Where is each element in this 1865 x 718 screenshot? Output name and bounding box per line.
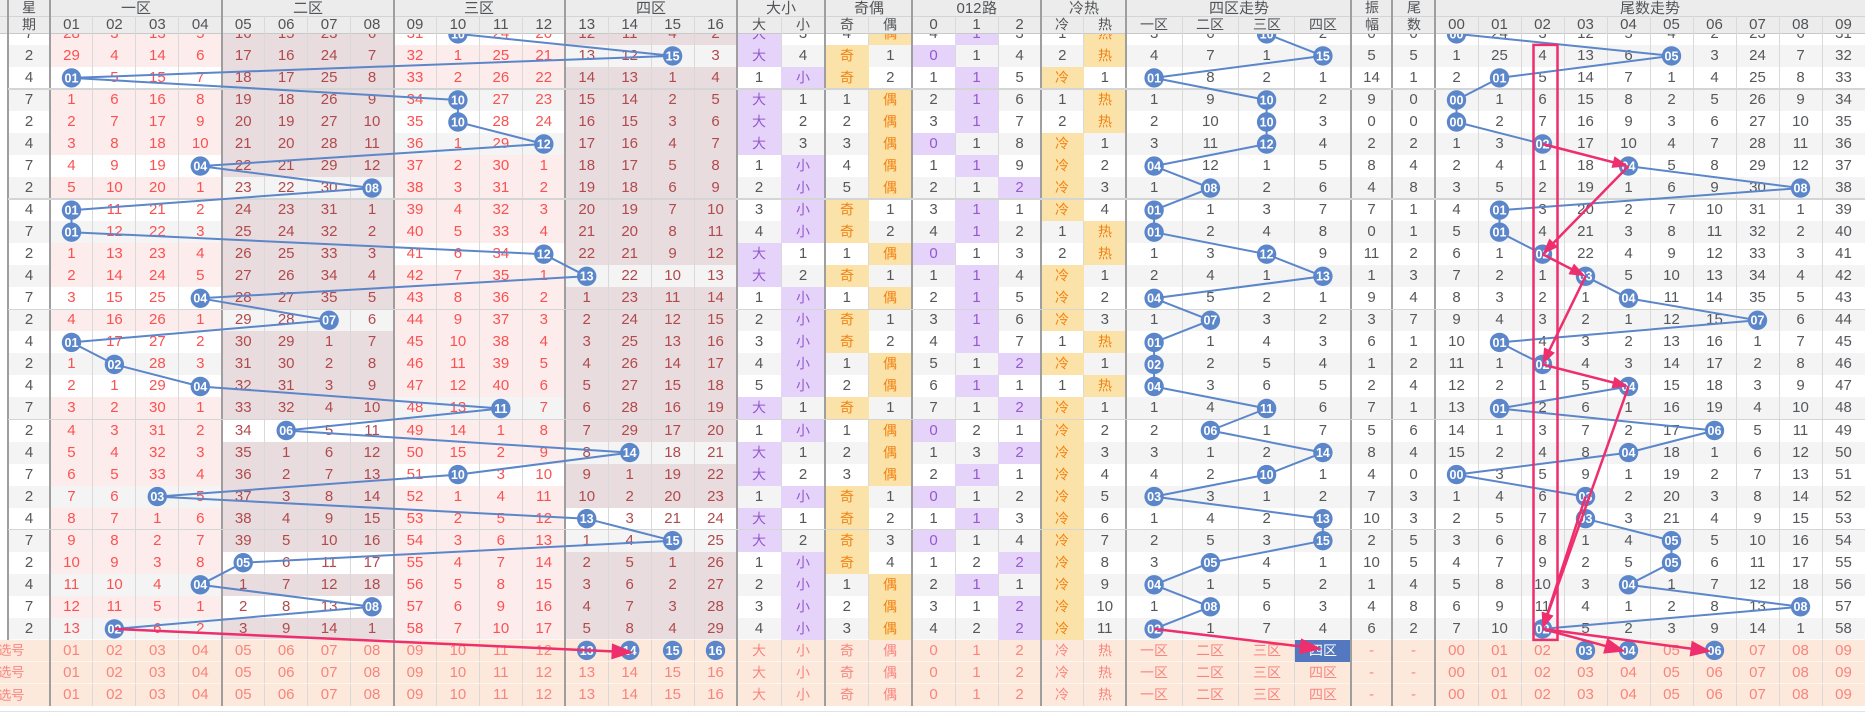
svg-text:04: 04 (1622, 644, 1636, 658)
svg-text:15: 15 (1316, 534, 1330, 548)
svg-text:12: 12 (537, 248, 551, 262)
svg-text:00: 00 (1450, 468, 1464, 482)
svg-text:01: 01 (65, 226, 79, 240)
svg-text:08: 08 (1203, 182, 1217, 196)
svg-text:01: 01 (1493, 204, 1507, 218)
svg-text:05: 05 (236, 556, 250, 570)
svg-text:04: 04 (193, 380, 207, 394)
svg-text:01: 01 (65, 336, 79, 350)
svg-text:04: 04 (1622, 578, 1636, 592)
svg-text:04: 04 (1147, 380, 1161, 394)
svg-text:05: 05 (1665, 556, 1679, 570)
svg-text:14: 14 (623, 446, 637, 460)
svg-text:04: 04 (1147, 292, 1161, 306)
svg-text:12: 12 (1260, 137, 1274, 151)
svg-text:04: 04 (193, 578, 207, 592)
svg-text:08: 08 (365, 182, 379, 196)
svg-text:05: 05 (1665, 534, 1679, 548)
svg-text:01: 01 (1493, 336, 1507, 350)
svg-text:01: 01 (65, 204, 79, 218)
svg-text:03: 03 (1147, 490, 1161, 504)
svg-text:15: 15 (1316, 49, 1330, 63)
svg-text:05: 05 (1203, 556, 1217, 570)
svg-text:01: 01 (1493, 226, 1507, 240)
svg-text:06: 06 (1708, 644, 1722, 658)
svg-text:16: 16 (709, 644, 723, 658)
svg-text:01: 01 (1493, 71, 1507, 85)
svg-text:12: 12 (537, 137, 551, 151)
svg-text:01: 01 (1493, 402, 1507, 416)
svg-text:01: 01 (1147, 204, 1161, 218)
svg-text:04: 04 (1147, 160, 1161, 174)
svg-text:13: 13 (1316, 270, 1330, 284)
svg-text:08: 08 (1203, 600, 1217, 614)
svg-text:06: 06 (1708, 424, 1722, 438)
svg-text:10: 10 (451, 93, 465, 107)
svg-text:00: 00 (1450, 115, 1464, 129)
svg-text:00: 00 (1450, 93, 1464, 107)
svg-text:11: 11 (494, 402, 507, 416)
svg-text:10: 10 (1260, 93, 1274, 107)
svg-text:15: 15 (666, 49, 680, 63)
svg-text:13: 13 (1316, 512, 1330, 526)
svg-text:07: 07 (1751, 314, 1765, 328)
svg-text:04: 04 (1622, 292, 1636, 306)
svg-text:12: 12 (1260, 248, 1274, 262)
svg-text:11: 11 (1260, 402, 1273, 416)
svg-text:07: 07 (322, 314, 336, 328)
svg-text:13: 13 (580, 270, 594, 284)
svg-text:13: 13 (580, 512, 594, 526)
svg-text:02: 02 (1147, 358, 1161, 372)
svg-text:05: 05 (1665, 49, 1679, 63)
svg-text:03: 03 (1579, 644, 1593, 658)
svg-text:03: 03 (150, 490, 164, 504)
svg-text:04: 04 (1622, 446, 1636, 460)
svg-text:08: 08 (1794, 182, 1808, 196)
svg-text:01: 01 (1147, 226, 1161, 240)
svg-text:15: 15 (666, 534, 680, 548)
svg-text:06: 06 (1203, 424, 1217, 438)
svg-text:01: 01 (1147, 336, 1161, 350)
svg-text:07: 07 (1203, 314, 1217, 328)
svg-text:10: 10 (1260, 468, 1274, 482)
svg-text:08: 08 (1794, 600, 1808, 614)
svg-text:14: 14 (1316, 446, 1330, 460)
svg-text:10: 10 (451, 468, 465, 482)
svg-text:04: 04 (1147, 578, 1161, 592)
svg-text:01: 01 (1147, 71, 1161, 85)
svg-text:04: 04 (193, 292, 207, 306)
svg-text:01: 01 (65, 71, 79, 85)
svg-text:02: 02 (107, 358, 121, 372)
svg-text:06: 06 (279, 424, 293, 438)
svg-text:08: 08 (365, 600, 379, 614)
svg-text:10: 10 (451, 115, 465, 129)
svg-text:04: 04 (193, 160, 207, 174)
svg-text:15: 15 (666, 644, 680, 658)
svg-text:10: 10 (1260, 115, 1274, 129)
